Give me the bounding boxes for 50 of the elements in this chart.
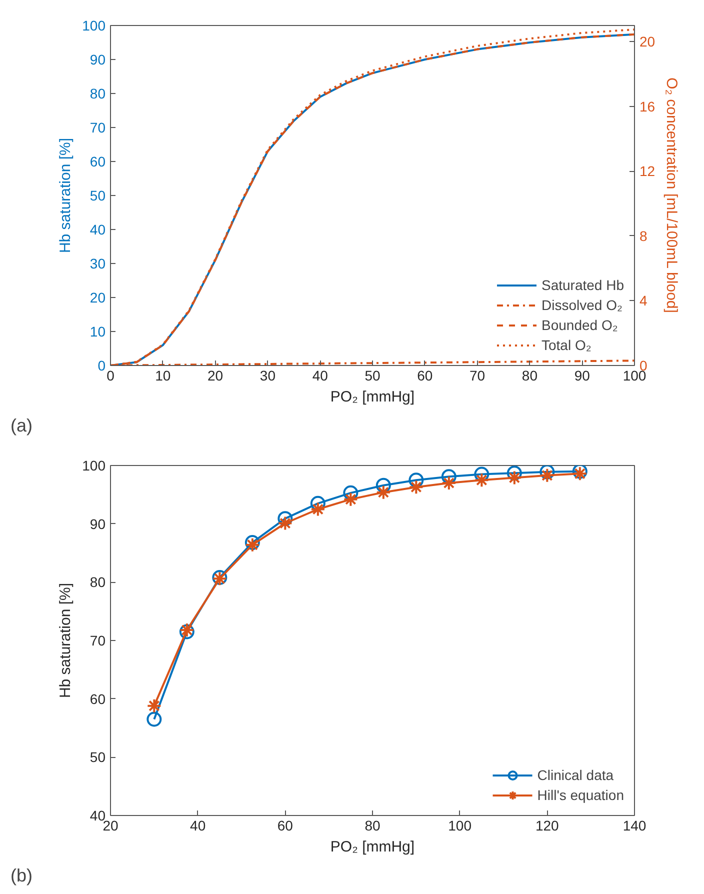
x-tick-label: 40 <box>312 368 328 384</box>
y-tick-label: 80 <box>90 574 106 590</box>
x-tick-label: 120 <box>535 818 560 834</box>
y-tick-label: 90 <box>90 516 106 532</box>
x-tick-label: 60 <box>417 368 433 384</box>
legend-label: Bounded O₂ <box>542 317 618 333</box>
y2-tick-label: 12 <box>640 163 656 180</box>
x-tick-label: 80 <box>522 368 538 384</box>
y2-axis-title: O₂ concentration [mL/100mL blood] <box>663 78 680 313</box>
legend-label: Clinical data <box>537 767 614 783</box>
y-tick-label: 40 <box>90 222 106 238</box>
y-tick-label: 80 <box>90 86 106 102</box>
y-axis-title: Hb saturation [%] <box>57 582 74 698</box>
y2-tick-label: 16 <box>640 98 656 114</box>
x-tick-label: 30 <box>260 368 276 384</box>
y-tick-label: 60 <box>90 154 106 170</box>
y2-tick-label: 4 <box>640 292 648 309</box>
legend-label: Hill's equation <box>537 787 624 803</box>
x-tick-label: 10 <box>155 368 171 384</box>
y-tick-label: 20 <box>90 290 106 306</box>
text: (b) <box>10 866 32 886</box>
x-tick-label: 80 <box>364 818 380 834</box>
x-tick-label: 50 <box>364 368 380 384</box>
x-axis-title: PO₂ [mmHg] <box>330 838 415 856</box>
y-tick-label: 70 <box>90 120 106 136</box>
x-tick-label: 70 <box>470 368 486 384</box>
legend-label: Saturated Hb <box>542 277 624 293</box>
y-tick-label: 50 <box>90 188 106 204</box>
y-tick-label: 50 <box>90 749 106 766</box>
x-tick-label: 90 <box>574 368 590 384</box>
y-tick-label: 100 <box>82 458 106 474</box>
y2-tick-label: 8 <box>640 228 648 244</box>
legend-label: Dissolved O₂ <box>542 297 622 313</box>
x-tick-label: 40 <box>190 818 206 834</box>
x-tick-label: 100 <box>448 818 472 834</box>
y-tick-label: 30 <box>90 256 106 272</box>
x-axis-title: PO₂ [mmHg] <box>330 388 415 406</box>
x-tick-label: 140 <box>622 818 646 834</box>
y2-tick-label: 20 <box>640 34 656 50</box>
text: (a) <box>10 416 32 436</box>
y-tick-label: 0 <box>98 358 106 374</box>
x-tick-label: 60 <box>277 818 294 834</box>
y-axis-title: Hb saturation [%] <box>57 138 74 254</box>
y-tick-label: 70 <box>90 632 106 648</box>
y-tick-label: 60 <box>90 690 106 707</box>
y-tick-label: 90 <box>90 52 106 68</box>
y-tick-label: 100 <box>82 18 106 34</box>
y-tick-label: 10 <box>90 324 106 340</box>
x-tick-label: 20 <box>208 368 224 384</box>
legend-label: Total O₂ <box>542 337 592 353</box>
